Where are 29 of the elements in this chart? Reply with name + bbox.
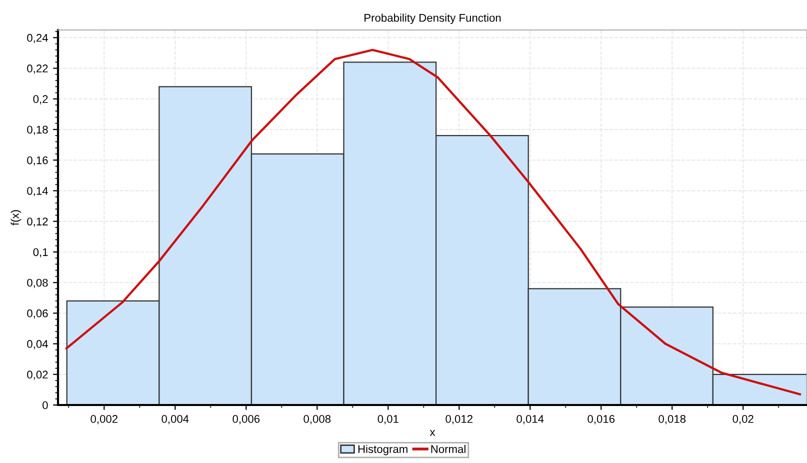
x-tick-label: 0,014	[516, 415, 544, 424]
y-tick-label: 0,16	[27, 156, 48, 166]
y-tick-label: 0,04	[27, 340, 48, 350]
y-tick-label: 0	[42, 401, 48, 410]
x-tick-label: 0,004	[162, 415, 189, 424]
x-tick-label: 0,002	[90, 415, 118, 424]
line-series	[65, 48, 802, 396]
y-tick-label: 0,2	[33, 95, 48, 104]
x-axis-title: x	[430, 430, 436, 436]
legend-label: Histogram	[358, 444, 408, 456]
y-tick-label: 0,08	[27, 278, 48, 288]
x-tick-label: 0,006	[232, 415, 260, 424]
x-tick-label: 0,01	[378, 415, 398, 424]
y-tick-label: 0,06	[27, 309, 48, 319]
x-tick-label: 0,018	[658, 415, 686, 424]
y-tick-label: 0,22	[27, 64, 48, 74]
x-tick-label: 0,016	[588, 415, 615, 424]
x-tick-label: 0,008	[304, 415, 331, 424]
y-tick-label: 0,1	[33, 248, 48, 258]
y-tick-label: 0,14	[27, 186, 48, 196]
y-tick-label: 0,24	[27, 34, 48, 44]
y-tick-label: 0,12	[27, 218, 48, 227]
y-axis-title: f(x)	[10, 210, 22, 226]
legend-label: Normal	[431, 444, 466, 454]
y-tick-label: 0,18	[27, 126, 48, 135]
y-tick-label: 0,02	[27, 370, 48, 380]
chart-title: Probability Density Function	[364, 14, 501, 24]
x-tick-label: 0,02	[732, 415, 754, 424]
x-tick-label: 0,012	[446, 415, 472, 424]
